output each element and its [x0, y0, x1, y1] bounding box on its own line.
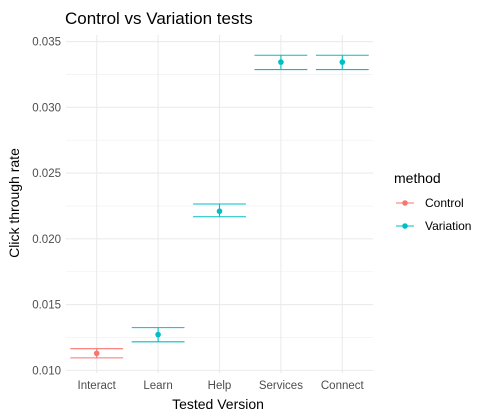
data-point	[278, 59, 284, 65]
legend: method Control Variation	[394, 170, 471, 233]
x-tick-label: Connect	[321, 380, 365, 392]
y-tick-label: 0.020	[32, 234, 61, 246]
y-axis-title: Click through rate	[6, 148, 22, 258]
legend-title: method	[394, 170, 441, 186]
legend-label: Control	[425, 196, 464, 210]
x-tick-label: Services	[259, 380, 303, 392]
legend-key-point	[402, 200, 408, 206]
y-tick-label: 0.030	[32, 102, 61, 114]
data-point	[339, 59, 346, 65]
data-marks	[70, 54, 369, 359]
data-point	[93, 350, 100, 357]
x-tick-label: Help	[208, 380, 232, 392]
data-point	[155, 331, 161, 338]
chart-title: Control vs Variation tests	[65, 9, 253, 28]
y-tick-label: 0.025	[32, 168, 61, 180]
x-tick-label: Learn	[143, 380, 172, 392]
legend-label: Variation	[425, 219, 471, 233]
x-tick-label: Interact	[78, 380, 117, 392]
legend-key-point	[402, 223, 408, 229]
y-tick-label: 0.015	[32, 300, 61, 312]
x-axis-title: Tested Version	[172, 396, 264, 412]
axes: 0.010 0.015 0.020 0.025 0.030 0.035 Interact Le…	[32, 37, 364, 392]
y-tick-label: 0.035	[32, 37, 61, 49]
y-tick-label: 0.010	[32, 365, 61, 377]
legend-items: Control Variation	[396, 196, 471, 233]
data-point	[216, 208, 223, 215]
